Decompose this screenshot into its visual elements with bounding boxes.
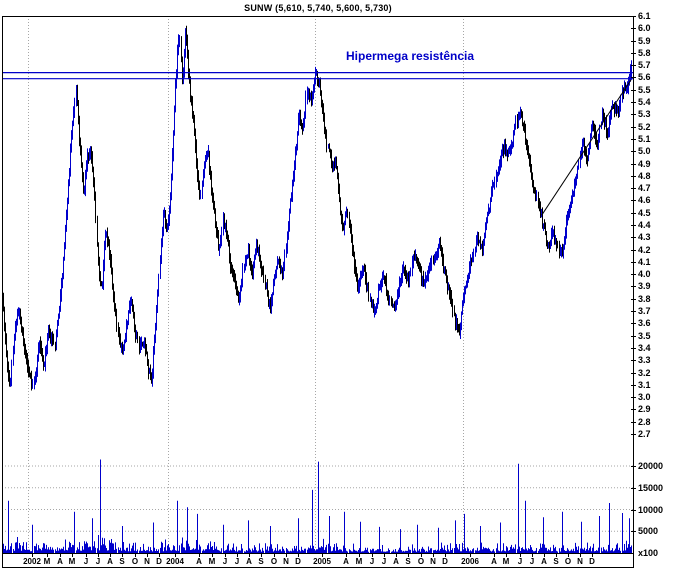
month-label: A [541,557,547,566]
month-label: O [270,557,278,566]
price-tick-label: 3.5 [638,331,651,341]
price-tick-label: 4.6 [638,195,651,205]
month-label: J [529,557,535,566]
month-label: A [107,557,113,566]
price-tick-label: 2.8 [638,417,651,427]
month-label: D [295,557,301,566]
month-label: J [222,557,228,566]
month-label: J [83,557,89,566]
month-label: O [131,557,139,566]
month-label: N [144,557,150,566]
price-tick-label: 6.0 [638,23,651,33]
month-label: A [57,557,63,566]
month-label: J [95,557,101,566]
month-label: J [234,557,240,566]
price-tick-label: 5.3 [638,109,651,119]
price-tick-label: 5.4 [638,97,651,107]
price-tick-label: 4.2 [638,245,651,255]
month-label: A [393,557,399,566]
price-tick-label: 5.6 [638,72,651,82]
month-label: N [577,557,583,566]
price-tick-label: 4.4 [638,220,651,230]
month-label: O [417,557,425,566]
price-tick-label: 5.9 [638,36,651,46]
price-tick-label: 5.1 [638,134,651,144]
month-label: J [517,557,523,566]
price-tick-label: 3.3 [638,355,651,365]
price-tick-label: 4.7 [638,183,651,193]
year-label: 2006 [461,557,479,566]
price-tick-label: 4.0 [638,269,651,279]
month-label: M [43,557,51,566]
month-label: M [68,557,76,566]
resistance-annotation: Hipermega resistência [346,49,475,63]
price-tick-label: 3.1 [638,380,651,390]
month-label: A [246,557,252,566]
year-label: 2004 [166,557,184,566]
price-tick-label: 5.5 [638,85,651,95]
volume-tick-label: 20000 [638,461,664,471]
price-tick-label: 4.5 [638,208,651,218]
month-label: J [381,557,387,566]
month-label: D [589,557,595,566]
volume-tick-label: 5000 [638,526,659,536]
price-tick-label: 4.9 [638,159,651,169]
price-tick-label: 6.1 [638,11,651,21]
price-tick-label: 3.2 [638,368,651,378]
price-tick-label: 3.8 [638,294,651,304]
price-tick-label: 5.2 [638,122,651,132]
month-label: O [564,557,572,566]
month-label: D [156,557,162,566]
month-label: S [119,557,125,566]
month-label: S [258,557,264,566]
month-label: J [369,557,375,566]
month-label: M [502,557,510,566]
month-label: A [343,557,349,566]
month-label: S [405,557,411,566]
month-label: D [442,557,448,566]
year-label: 2002 [23,557,41,566]
price-tick-label: 3.7 [638,306,651,316]
price-tick-label: 3.6 [638,318,651,328]
price-tick-label: 4.1 [638,257,651,267]
price-tick-label: 3.0 [638,392,651,402]
price-tick-label: 3.4 [638,343,651,353]
volume-unit-label: x100 [638,548,659,558]
month-label: A [196,557,202,566]
volume-tick-label: 10000 [638,505,664,515]
price-tick-label: 5.8 [638,48,651,58]
month-label: N [283,557,289,566]
price-tick-label: 2.9 [638,404,651,414]
price-tick-label: 4.3 [638,232,651,242]
price-tick-label: 5.0 [638,146,651,156]
month-label: M [355,557,363,566]
price-tick-label: 4.8 [638,171,651,181]
year-label: 2005 [313,557,331,566]
month-label: A [491,557,497,566]
chart-title: SUNW (5,610, 5,740, 5,600, 5,730) [244,3,392,13]
month-label: M [208,557,216,566]
price-tick-label: 2.7 [638,429,651,439]
month-label: S [553,557,559,566]
price-tick-label: 5.7 [638,60,651,70]
price-tick-label: 3.9 [638,281,651,291]
month-label: N [430,557,436,566]
volume-tick-label: 15000 [638,483,664,493]
